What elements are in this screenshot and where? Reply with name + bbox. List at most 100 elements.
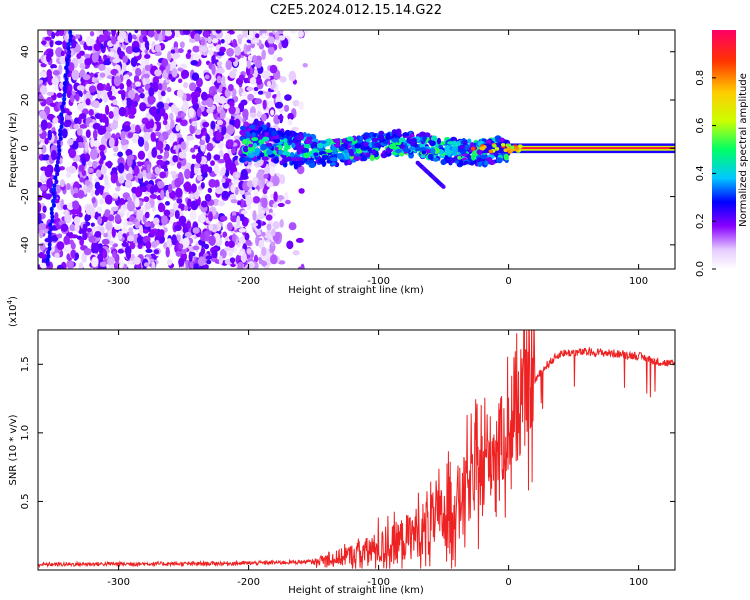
x-tick-label: -100 bbox=[367, 276, 390, 287]
snr-y-axis-label: SNR (10 * v/v) bbox=[8, 414, 19, 485]
spectrogram-cell bbox=[161, 214, 168, 226]
spectrogram-cell bbox=[93, 140, 101, 148]
spectrogram-cell bbox=[38, 202, 42, 213]
spectrogram-cell bbox=[133, 100, 138, 107]
spectrogram-cell bbox=[391, 137, 398, 143]
spectrogram-cell bbox=[119, 82, 125, 90]
spectrogram-cell bbox=[264, 132, 269, 137]
spectrogram-cell bbox=[137, 150, 146, 160]
spectrogram-cell bbox=[148, 30, 155, 38]
spectrogram-cell bbox=[302, 147, 309, 154]
snr-frame bbox=[37, 329, 676, 571]
spectrogram-cell bbox=[126, 79, 132, 88]
spectrogram-y-axis-label: Frequency (Hz) bbox=[8, 112, 19, 188]
spectrogram-cell bbox=[179, 41, 185, 49]
spectrogram-cell bbox=[61, 100, 66, 106]
spectrogram-cell bbox=[81, 156, 87, 167]
spectrogram-cell bbox=[164, 30, 173, 37]
spectrogram-cell bbox=[216, 119, 224, 126]
spectrogram-x-ticks: -300 -200 -100 0 100 bbox=[107, 30, 648, 287]
spectrogram-cell bbox=[306, 133, 311, 138]
spectrogram-cell bbox=[175, 187, 183, 198]
spectrogram-cell bbox=[94, 230, 102, 238]
spectrogram-cell bbox=[229, 257, 236, 263]
spectrogram-cell bbox=[125, 149, 133, 157]
spectrogram-cell bbox=[286, 156, 292, 162]
spectrogram-cell bbox=[451, 146, 459, 153]
spectrogram-cell bbox=[166, 237, 172, 249]
spectrogram-cell bbox=[174, 209, 180, 220]
spectrogram-cell bbox=[245, 133, 251, 139]
spectrogram-cell bbox=[458, 144, 465, 150]
spectrogram-cell bbox=[278, 149, 284, 155]
spectrogram-cell bbox=[99, 261, 107, 267]
spectrogram-cell bbox=[427, 153, 434, 160]
spectrogram-cell bbox=[506, 146, 511, 151]
spectrogram-cell bbox=[57, 147, 62, 153]
spectrogram-cell bbox=[70, 249, 77, 259]
spectrogram-cell bbox=[66, 183, 71, 191]
spectrogram-cell bbox=[242, 108, 249, 119]
spectrogram-cell bbox=[167, 51, 172, 61]
spectrogram-cell bbox=[226, 222, 233, 231]
spectrogram-cell bbox=[313, 152, 319, 157]
spectrogram-cell bbox=[463, 160, 469, 165]
spectrogram-cell bbox=[110, 206, 119, 212]
spectrogram-cell bbox=[191, 183, 197, 193]
spectrogram-cell bbox=[279, 76, 287, 83]
spectrogram-cell bbox=[200, 232, 206, 242]
spectrogram-cell bbox=[506, 143, 512, 148]
spectrogram-cell bbox=[246, 86, 254, 92]
spectrogram-cell bbox=[191, 72, 200, 81]
spectrogram-cell bbox=[51, 198, 56, 204]
spectrogram-cell bbox=[111, 30, 116, 37]
spectrogram-cell bbox=[452, 140, 458, 147]
spectrogram-cell bbox=[262, 99, 267, 110]
spectrogram-cell bbox=[191, 121, 198, 127]
spectrogram-cell bbox=[176, 198, 183, 204]
spectrogram-cell bbox=[240, 71, 246, 76]
spectrogram-cell bbox=[216, 67, 225, 74]
spectrogram-cell bbox=[150, 132, 156, 141]
spectrogram-cell bbox=[60, 223, 69, 232]
spectrogram-cell bbox=[297, 266, 305, 269]
spectrogram-cell bbox=[114, 214, 121, 222]
spectrogram-cell bbox=[255, 219, 262, 229]
spectrogram-cell bbox=[121, 241, 129, 247]
spectrogram-cell bbox=[103, 92, 108, 103]
spectrogram-cell bbox=[143, 262, 150, 267]
spectrogram-cell bbox=[68, 62, 75, 72]
spectrogram-cell bbox=[239, 235, 247, 244]
spectrogram-cell bbox=[231, 88, 237, 98]
spectrogram-cell bbox=[100, 165, 107, 176]
spectrogram-cell bbox=[195, 129, 202, 135]
spectrogram-cell bbox=[144, 211, 150, 219]
spectrogram-cell bbox=[127, 260, 134, 265]
spectrogram-cell bbox=[288, 222, 297, 231]
spectrogram-cell bbox=[52, 194, 57, 200]
spectrogram-cell bbox=[265, 90, 272, 99]
spectrogram-cell bbox=[66, 41, 71, 47]
spectrogram-cell bbox=[103, 232, 109, 238]
spectrogram-cell bbox=[74, 222, 80, 233]
spectrogram-cell bbox=[240, 169, 248, 180]
spectrogram-cell bbox=[158, 229, 165, 238]
spectrogram-cell bbox=[137, 87, 145, 94]
spectrogram-cell bbox=[470, 146, 476, 151]
chart-title: C2E5.2024.012.15.14.G22 bbox=[270, 3, 442, 18]
spectrogram-cell bbox=[151, 147, 158, 159]
colorbar-tick-label: 0.0 bbox=[695, 261, 706, 277]
spectrogram-cell bbox=[283, 146, 288, 153]
spectrogram-cell bbox=[258, 139, 265, 145]
spectrogram-cell bbox=[54, 212, 59, 220]
spectrogram-cell bbox=[224, 88, 231, 98]
spectrogram-cell bbox=[52, 117, 59, 124]
spectrogram-cell bbox=[90, 222, 95, 227]
spectrogram-cell bbox=[79, 177, 85, 183]
y-tick-label: -20 bbox=[20, 188, 31, 204]
spectrogram-cell bbox=[267, 36, 275, 44]
spectrogram-cell bbox=[344, 159, 349, 166]
spectrogram-cell bbox=[112, 58, 121, 64]
spectrogram-cell bbox=[58, 132, 63, 138]
spectrogram-cell bbox=[201, 99, 209, 106]
